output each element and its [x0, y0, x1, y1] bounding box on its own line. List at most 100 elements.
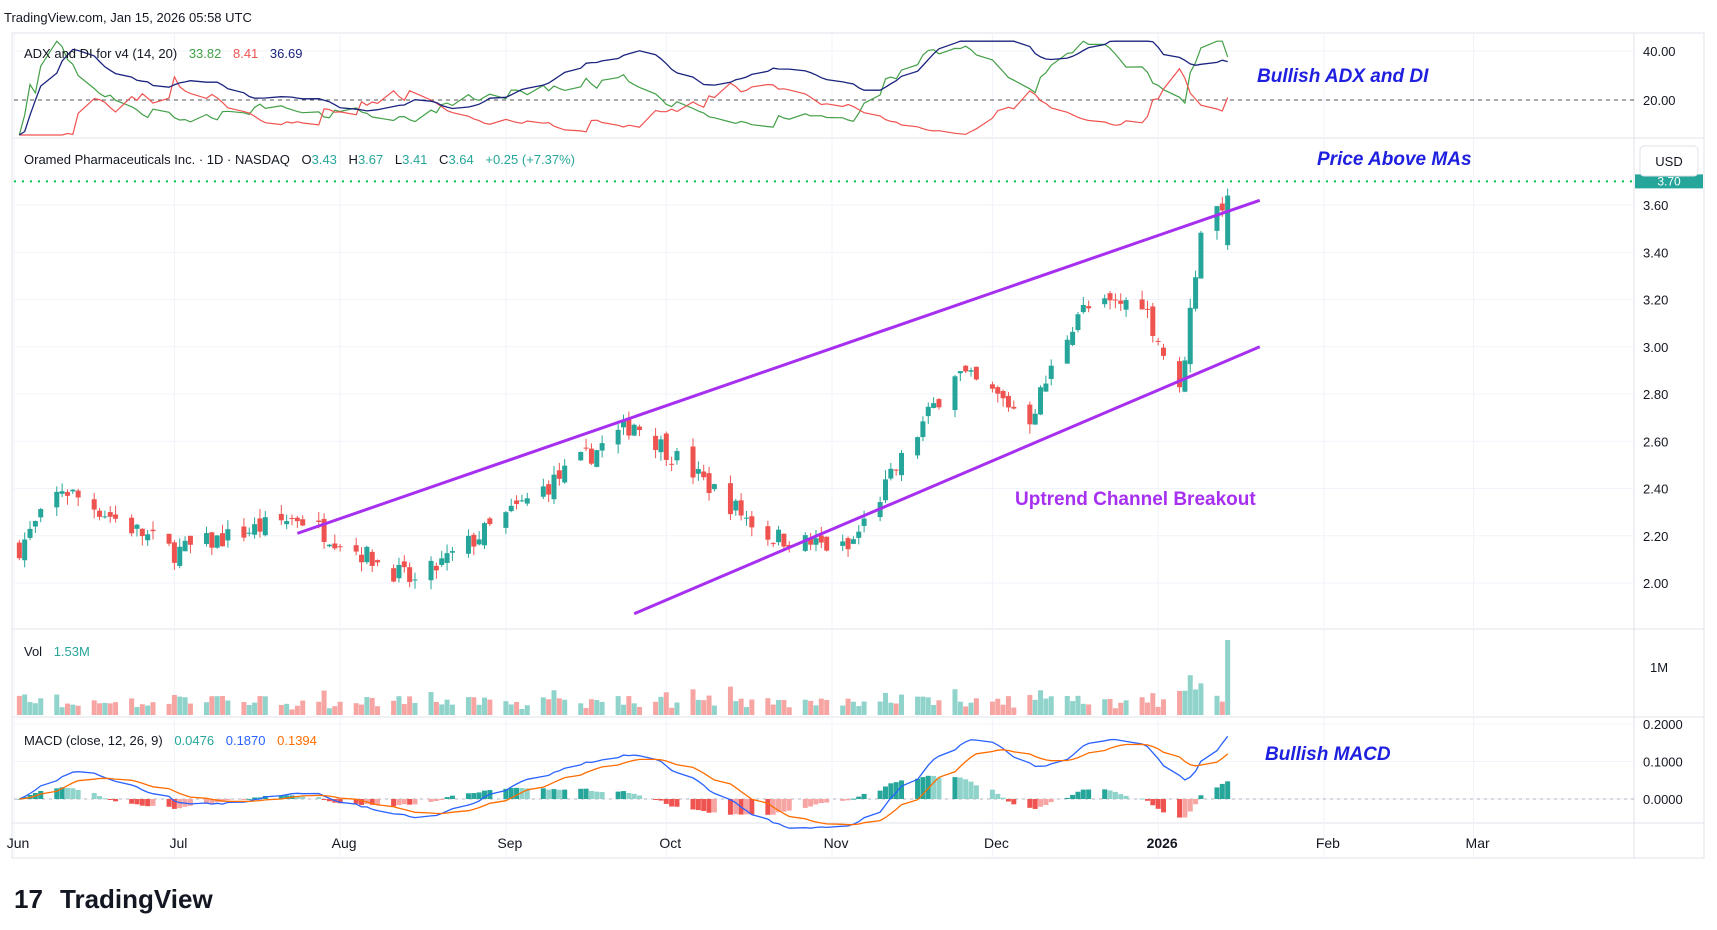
volume-bar	[209, 696, 215, 715]
candle-body	[540, 486, 546, 497]
macd-histogram-bar	[1107, 790, 1113, 799]
candle-body	[578, 451, 584, 461]
candle-body	[102, 516, 108, 518]
macd-histogram-bar	[1198, 795, 1204, 799]
volume-bar	[1177, 690, 1183, 715]
volume-bar	[637, 706, 643, 715]
macd-histogram-bar	[583, 788, 589, 799]
volume-bar	[514, 702, 520, 715]
candle-body	[861, 518, 867, 526]
candle-body	[214, 535, 220, 548]
time-axis-label: 2026	[1147, 835, 1178, 851]
macd-histogram-bar	[856, 796, 862, 799]
adx-annotation: Bullish ADX and DI	[1257, 66, 1429, 87]
candle-body	[203, 533, 209, 544]
macd-histogram-bar	[690, 799, 696, 810]
macd-line	[19, 735, 1229, 829]
candle-body	[888, 468, 894, 479]
candle-body	[150, 529, 156, 532]
tradingview-brand: TradingView	[60, 884, 213, 914]
candle-body	[166, 533, 172, 544]
candle-body	[337, 546, 343, 548]
macd-histogram-bar	[449, 795, 455, 799]
volume-bar	[1187, 675, 1193, 715]
macd-histogram-bar	[963, 779, 969, 799]
macd-histogram-bar	[925, 775, 931, 799]
macd-histogram-bar	[1139, 798, 1145, 800]
candle-body	[262, 517, 268, 536]
volume-bars	[16, 640, 1231, 715]
candle-body	[840, 541, 846, 546]
macd-histogram-bar	[786, 799, 792, 811]
candle-body	[375, 560, 381, 563]
candle-body	[818, 535, 824, 543]
volume-bar	[1219, 701, 1225, 715]
price-level-tag	[1635, 174, 1703, 189]
candle-body	[177, 546, 183, 566]
volume-bar	[1064, 695, 1070, 715]
macd-histogram-bar	[920, 777, 926, 799]
price-axis-tick: 2.80	[1643, 387, 1668, 402]
volume-bar	[1048, 696, 1054, 715]
macd-histogram-bar	[626, 793, 632, 799]
volume-bar	[1118, 702, 1124, 715]
candle-body	[845, 538, 851, 550]
volume-bar	[765, 698, 771, 715]
time-axis-label: Oct	[659, 835, 681, 851]
macd-histogram-bar	[973, 785, 979, 799]
price-annotation-top: Price Above MAs	[1317, 149, 1472, 170]
candle-body	[289, 518, 295, 520]
macd-histogram-bar	[177, 799, 183, 809]
volume-bar	[1011, 707, 1017, 715]
volume-bar	[407, 696, 413, 715]
volume-bar	[781, 700, 787, 715]
volume-bar	[139, 704, 145, 715]
candle-body	[824, 536, 830, 551]
candle-body	[653, 435, 659, 451]
volume-bar	[145, 705, 151, 715]
currency-button[interactable]	[1639, 145, 1699, 177]
volume-bar	[166, 703, 172, 715]
macd-histogram-bar	[444, 797, 450, 799]
macd-histogram-bar	[284, 795, 290, 799]
volume-bar	[840, 705, 846, 715]
macd-histogram-bar	[519, 787, 525, 799]
volume-bar	[524, 705, 530, 715]
volume-bar	[973, 698, 979, 715]
volume-bar	[278, 704, 284, 715]
macd-histogram-bar	[1123, 795, 1129, 799]
macd-signal-line	[19, 743, 1229, 826]
volume-bar	[391, 700, 397, 715]
macd-histogram-bar	[1161, 799, 1167, 813]
candle-body	[503, 512, 509, 528]
candle-body	[524, 498, 530, 504]
candle-body	[22, 539, 28, 561]
volume-bar	[915, 696, 921, 715]
macd-histogram-bar	[203, 799, 209, 804]
volume-bar	[802, 699, 808, 715]
macd-histogram-bar	[1064, 797, 1070, 799]
macd-histogram-bar	[711, 799, 717, 813]
macd-histogram-bar	[578, 788, 584, 799]
volume-bar	[300, 700, 306, 715]
channel-lower-line	[633, 345, 1261, 616]
candle-body	[64, 492, 70, 496]
symbol-line: Oramed Pharmaceuticals Inc. · 1D · NASDA…	[24, 152, 290, 167]
candle-body	[396, 564, 402, 579]
candle-body	[658, 439, 664, 453]
macd-histogram-bar	[637, 795, 643, 799]
macd-histogram-bar	[38, 790, 44, 799]
macd-histogram-bar	[861, 793, 867, 799]
candle-body	[931, 403, 937, 408]
time-axis-label: Feb	[1316, 835, 1340, 851]
volume-bar	[487, 699, 493, 715]
candle-body	[1161, 347, 1167, 356]
volume-bar	[27, 702, 33, 715]
volume-bar	[813, 705, 819, 715]
candle-body	[915, 437, 921, 456]
adx-axis-tick: 20.00	[1643, 93, 1676, 108]
volume-bar	[599, 701, 605, 715]
macd-histogram-bar	[546, 789, 552, 799]
adx-value: 36.69	[270, 46, 303, 61]
volume-bar	[1070, 701, 1076, 715]
